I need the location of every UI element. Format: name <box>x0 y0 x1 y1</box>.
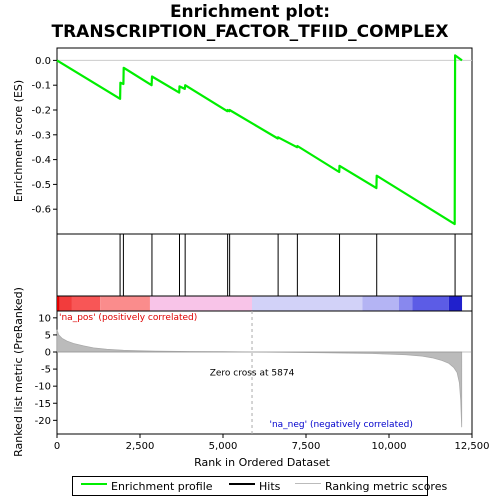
hits-panel <box>56 233 473 312</box>
es-ytick-label: -0.3 <box>31 130 51 141</box>
enrichment-profile-line <box>56 54 463 226</box>
rank-xtick-label: 2,500 <box>126 441 155 452</box>
colorbar-segment <box>398 296 413 311</box>
neg-correlated-label: 'na_neg' (negatively correlated) <box>269 420 412 430</box>
es-ytick-label: -0.1 <box>31 81 51 92</box>
rank-axis-label: Rank in Ordered Dataset <box>194 456 331 469</box>
es-ytick-label: -0.5 <box>31 180 51 191</box>
legend-swatch-ranking <box>295 483 321 484</box>
pos-correlated-label: 'na_pos' (positively correlated) <box>59 313 197 323</box>
metric-ytick-label: -20 <box>35 416 51 427</box>
es-axis-label: Enrichment score (ES) <box>12 80 25 202</box>
es-plot-frame <box>56 47 473 235</box>
legend: Enrichment profile Hits Ranking metric s… <box>72 476 447 496</box>
rank-xtick-label: 12,500 <box>455 441 490 452</box>
es-ytick-label: -0.2 <box>31 106 51 117</box>
zero-cross-label: Zero cross at 5874 <box>210 369 295 379</box>
colorbar-segment <box>59 296 72 311</box>
rank-xtick-label: 5,000 <box>209 441 238 452</box>
colorbar-segment <box>448 296 463 311</box>
colorbar-segment <box>412 296 449 311</box>
colorbar-segment <box>57 296 60 311</box>
legend-label-hits: Hits <box>259 480 281 493</box>
chart-title: Enrichment plot: TRANSCRIPTION_FACTOR_TF… <box>0 2 500 42</box>
metric-plot-frame <box>56 310 473 435</box>
legend-label-enrichment: Enrichment profile <box>111 480 213 493</box>
ranking-metric-area <box>56 329 463 428</box>
metric-ytick-label: -5 <box>41 365 51 376</box>
rank-xtick-label: 7,500 <box>292 441 321 452</box>
colorbar-segment <box>100 296 150 311</box>
colorbar-segment <box>252 296 363 311</box>
legend-swatch-enrichment <box>81 483 107 485</box>
rank-xtick-label: 0 <box>54 441 60 452</box>
metric-axis-label: Ranked list metric (PreRanked) <box>12 287 25 457</box>
metric-ytick-label: 5 <box>45 330 51 341</box>
metric-ytick-label: -10 <box>35 382 51 393</box>
title-line-2: TRANSCRIPTION_FACTOR_TFIID_COMPLEX <box>51 22 449 42</box>
metric-ytick-label: 10 <box>38 313 51 324</box>
metric-ytick-label: 0 <box>45 348 51 359</box>
colorbar-segment <box>362 296 399 311</box>
legend-label-ranking: Ranking metric scores <box>325 480 448 493</box>
legend-swatch-hits <box>229 483 255 485</box>
es-ytick-label: -0.4 <box>31 155 51 166</box>
ranked-metric-panel: 10 5 0 -5 -10 -15 -20 0 2,500 5,000 7,500 10,000 12,… <box>35 310 490 452</box>
es-ytick-label: 0.0 <box>35 56 51 67</box>
rank-xtick-label: 10,000 <box>372 441 407 452</box>
metric-ytick-label: -15 <box>35 399 51 410</box>
enrichment-score-panel: 0.0 -0.1 -0.2 -0.3 -0.4 -0.5 -0.6 <box>31 47 473 235</box>
title-line-1: Enrichment plot: <box>169 2 331 22</box>
es-ytick-label: -0.6 <box>31 205 51 216</box>
colorbar-segment <box>149 296 253 311</box>
colorbar-segment <box>71 296 101 311</box>
